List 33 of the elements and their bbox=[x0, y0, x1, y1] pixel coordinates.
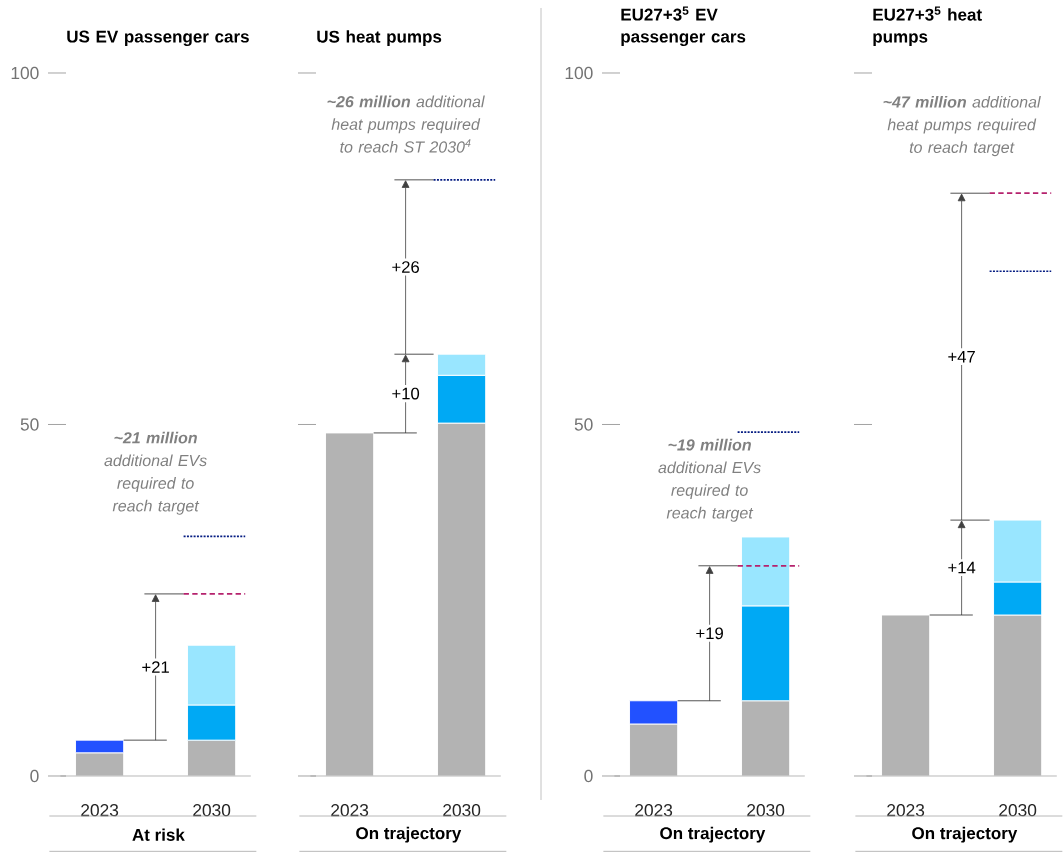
annotation: +10 bbox=[392, 387, 420, 400]
x-tick-label: 2023 bbox=[81, 804, 119, 817]
x-axis-title: On trajectory bbox=[356, 826, 462, 843]
annotation: ~47 million additional heat pumps required to reach target bbox=[883, 95, 1041, 157]
x-tick-label: 2030 bbox=[747, 804, 785, 817]
y-tick-label: 50 bbox=[20, 418, 39, 431]
y-tick-label: 50 bbox=[574, 418, 593, 431]
annotation: ~21 million additional EVs required to reach target bbox=[104, 431, 207, 515]
chart-title: EU27+3$^{5}$ heat pumps bbox=[873, 6, 982, 47]
y-tick-label: 100 bbox=[11, 66, 39, 80]
x-axis-title: On trajectory bbox=[660, 826, 766, 843]
annotation: ~26 million additional heat pumps required to reach ST 2030$^{4}$ bbox=[327, 95, 485, 153]
y-tick-label: 0 bbox=[584, 769, 593, 783]
x-axis-title: At risk bbox=[132, 828, 185, 841]
chart-title: EU27+3$^{5}$ EV passenger cars bbox=[621, 6, 746, 47]
annotation: ~19 million additional EVs required to reach target bbox=[658, 438, 761, 522]
annotation: +19 bbox=[696, 627, 723, 640]
annotation: +47 bbox=[948, 350, 975, 363]
x-tick-label: 2030 bbox=[443, 804, 481, 817]
y-tick-label: 100 bbox=[565, 66, 593, 80]
chart-title: US EV passenger cars bbox=[67, 30, 249, 47]
x-tick-label: 2030 bbox=[999, 804, 1037, 817]
x-tick-label: 2023 bbox=[635, 804, 673, 817]
bar bbox=[325, 432, 375, 777]
annotation: +14 bbox=[948, 561, 976, 574]
x-tick-label: 2023 bbox=[887, 804, 925, 817]
y-tick-label: 0 bbox=[30, 769, 39, 783]
x-tick-label: 2023 bbox=[331, 804, 369, 817]
annotation: +21 bbox=[142, 661, 169, 673]
x-tick-label: 2030 bbox=[193, 804, 231, 817]
annotation: +26 bbox=[392, 261, 419, 273]
chart-title: US heat pumps bbox=[317, 30, 442, 47]
x-axis-title: On trajectory bbox=[912, 826, 1018, 843]
